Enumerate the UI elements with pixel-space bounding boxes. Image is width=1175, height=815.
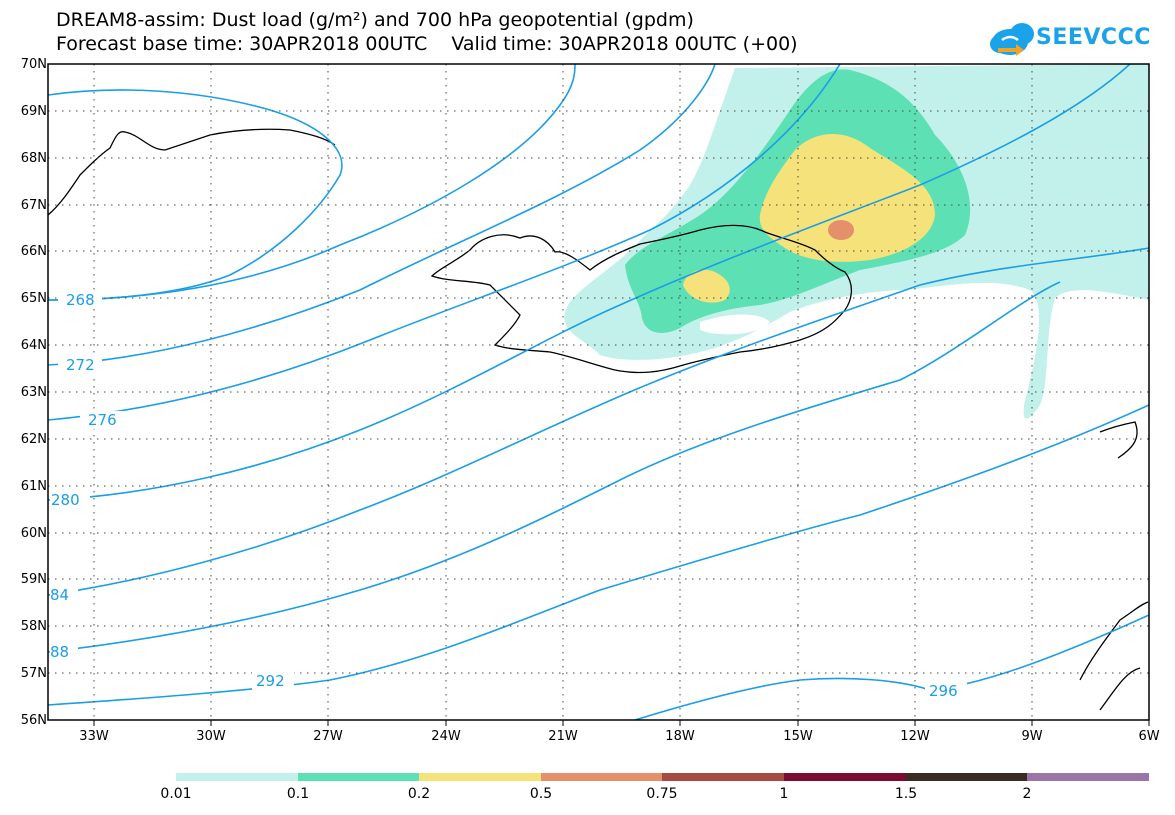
lon-label: 21W (548, 729, 578, 744)
iceland-coast (430, 224, 853, 374)
contour-labels: 268 272 276 280 84 88 292 296 (50, 291, 967, 700)
colorbar-label: 0.1 (286, 786, 310, 802)
colorbar-swatch-8 (1027, 773, 1149, 781)
colorbar-label: 2 (1022, 786, 1032, 802)
colorbar-swatch-7 (906, 773, 1027, 781)
contour-label-280: 280 (51, 491, 80, 509)
colorbar-swatch-4 (541, 773, 662, 781)
contour-label-284: 84 (50, 586, 69, 604)
contour-label-268: 268 (66, 291, 95, 309)
contour-label-276: 276 (88, 411, 117, 429)
lon-label: 30W (196, 729, 226, 744)
seevccc-logo (988, 18, 1158, 62)
graticule (48, 64, 1149, 720)
contour-label-296: 296 (929, 682, 958, 700)
colorbar-swatch-5 (662, 773, 784, 781)
lon-label: 12W (900, 729, 930, 744)
dust-contour-0.2-small (683, 269, 730, 303)
contour-line (48, 247, 1149, 596)
lon-label: 6W (1138, 729, 1160, 744)
logo-text: SEEVCCC (1036, 25, 1151, 50)
dust-contour-0.5 (828, 220, 854, 240)
lat-label: 66N (20, 244, 47, 259)
lon-label: 9W (1021, 729, 1043, 744)
contour-line (48, 64, 716, 366)
colorbar-label: 0.2 (407, 786, 431, 802)
map-title-line2: Forecast base time: 30APR2018 00UTC Vali… (56, 33, 798, 55)
lon-label: 15W (783, 729, 813, 744)
contour-line (48, 64, 576, 301)
map-title-line1: DREAM8-assim: Dust load (g/m²) and 700 h… (56, 9, 694, 31)
contour-line (48, 64, 841, 421)
lat-label: 68N (20, 151, 47, 166)
lat-label: 57N (20, 666, 47, 681)
colorbar-swatch-2 (298, 773, 419, 781)
colorbar-label: 1 (779, 786, 789, 802)
lat-label: 63N (20, 385, 47, 400)
colorbar-label: 0.75 (646, 786, 678, 802)
lon-label: 33W (79, 729, 109, 744)
map-frame (47, 63, 1150, 721)
coastlines (48, 128, 1149, 711)
lat-label: 61N (20, 479, 47, 494)
tick-marks (93, 720, 1150, 726)
lat-label: 67N (20, 198, 47, 213)
cloud-icon (990, 23, 1034, 56)
colorbar-swatch-3 (419, 773, 541, 781)
lat-label: 56N (20, 713, 47, 728)
lat-label: 70N (20, 57, 47, 72)
lon-label: 27W (313, 729, 343, 744)
lat-label: 69N (20, 104, 47, 119)
colorbar-swatch-6 (784, 773, 906, 781)
lat-label: 60N (20, 526, 47, 541)
lat-label: 65N (20, 291, 47, 306)
contour-label-292: 292 (256, 672, 285, 690)
colorbar-label: 0.5 (529, 786, 553, 802)
contour-line (634, 614, 1149, 720)
contour-line (48, 404, 1149, 706)
contour-label-288: 88 (50, 643, 69, 661)
lon-label: 18W (665, 729, 695, 744)
lat-label: 64N (20, 338, 47, 353)
lat-label: 62N (20, 432, 47, 447)
contour-line (48, 89, 343, 301)
colorbar (176, 773, 1149, 781)
norway-coast-south (1099, 421, 1138, 459)
dust-gap (700, 314, 770, 335)
colorbar-swatch-1 (176, 773, 298, 781)
lat-label: 59N (20, 572, 47, 587)
scotland-coast (1079, 601, 1149, 711)
greenland-coast (48, 128, 336, 216)
lat-label: 58N (20, 619, 47, 634)
colorbar-label: 0.01 (160, 786, 192, 802)
contour-label-272: 272 (66, 356, 95, 374)
contour-line (48, 281, 1061, 653)
colorbar-label: 1.5 (894, 786, 918, 802)
lon-label: 24W (431, 729, 461, 744)
